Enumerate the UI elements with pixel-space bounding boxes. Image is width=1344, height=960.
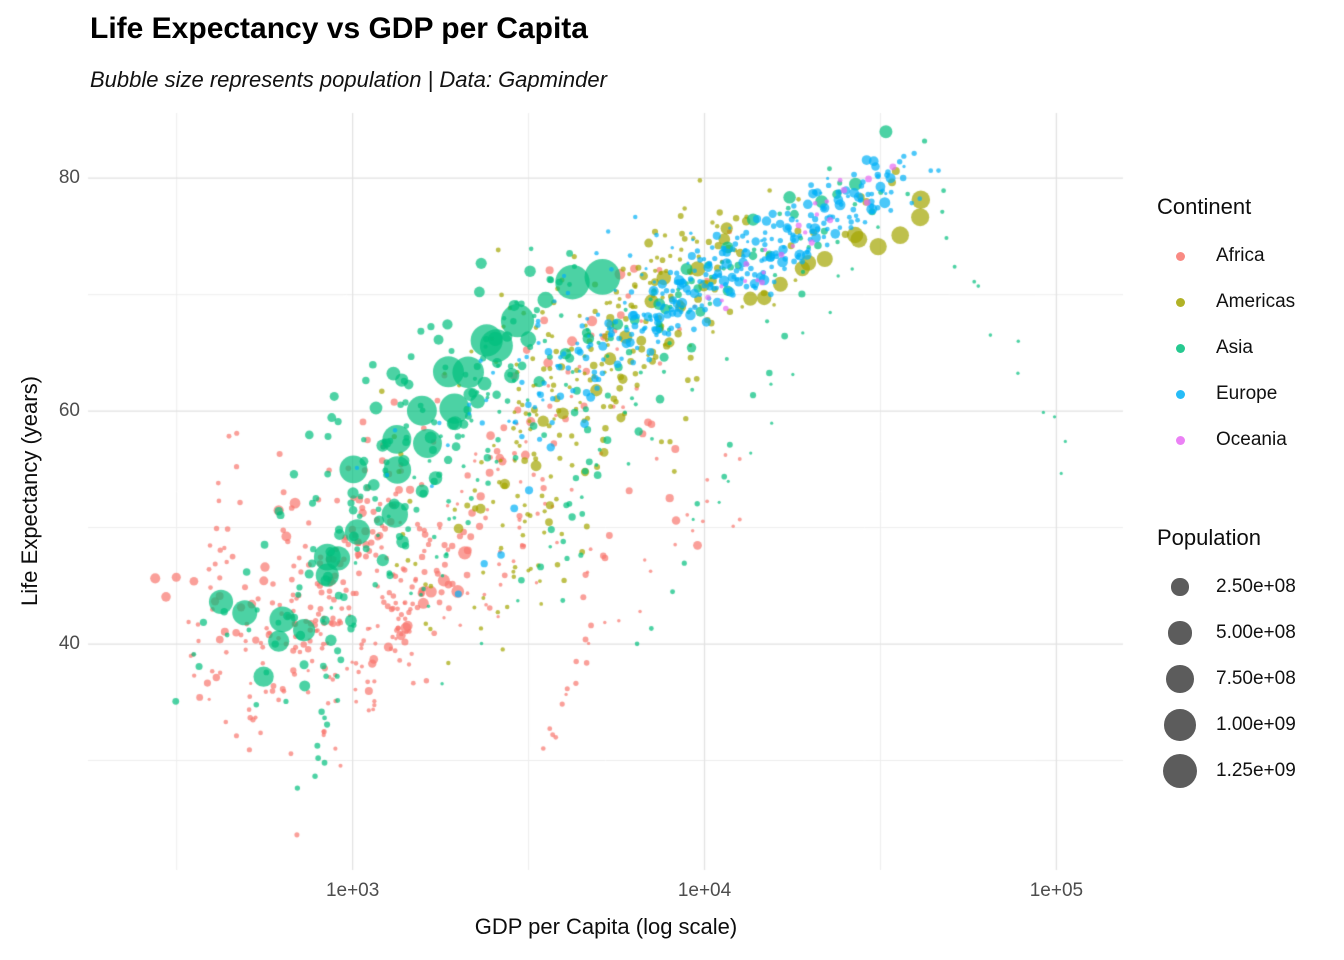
legend-item-americas: Americas — [1157, 279, 1295, 325]
legend-item-europe-key-icon — [1157, 389, 1203, 399]
x-tick-label-1e+04: 1e+04 — [677, 880, 732, 901]
legend-item-pop-2-dot-icon — [1166, 665, 1194, 693]
legend-item-oceania-dot-icon — [1175, 435, 1185, 445]
legend-item-pop-0-key-icon — [1157, 578, 1203, 596]
legend-item-pop-1-key-icon — [1157, 621, 1203, 645]
legend-item-oceania-key-icon — [1157, 435, 1203, 445]
legend-item-oceania-label: Oceania — [1216, 429, 1287, 450]
legend-item-pop-0-label: 2.50e+08 — [1216, 576, 1296, 597]
legend-continent: Continent Africa Americas Asia Europe Oceani… — [1157, 193, 1295, 463]
legend-item-pop-0: 2.50e+08 — [1157, 564, 1296, 610]
legend-item-pop-4-key-icon — [1157, 753, 1203, 789]
legend-item-asia: Asia — [1157, 325, 1295, 371]
x-tick-label-1e+03: 1e+03 — [325, 880, 380, 901]
legend-item-pop-4-label: 1.25e+09 — [1216, 760, 1296, 781]
legend-item-africa-dot-icon — [1175, 251, 1185, 261]
legend-population: Population 2.50e+08 5.00e+08 7.50e+08 1.00e… — [1157, 524, 1296, 794]
legend-item-pop-3-key-icon — [1157, 709, 1203, 741]
y-tick-label-80: 80 — [58, 167, 80, 189]
y-axis-title: Life Expectancy (years) — [17, 376, 42, 606]
legend-item-africa: Africa — [1157, 233, 1295, 279]
legend-continent-title: Continent — [1157, 194, 1252, 219]
legend-item-pop-4: 1.25e+09 — [1157, 748, 1296, 794]
x-axis-title: GDP per Capita (log scale) — [474, 914, 738, 939]
legend-item-americas-dot-icon — [1175, 297, 1185, 307]
legend-item-africa-label: Africa — [1216, 245, 1265, 266]
legend-item-pop-1-dot-icon — [1168, 621, 1192, 645]
legend-item-pop-1: 5.00e+08 — [1157, 610, 1296, 656]
legend-item-europe-dot-icon — [1175, 389, 1185, 399]
legend-item-pop-1-label: 5.00e+08 — [1216, 622, 1296, 643]
chart-title: Life Expectancy vs GDP per Capita — [90, 12, 588, 45]
legend-item-africa-key-icon — [1157, 251, 1203, 261]
y-tick-label-40: 40 — [58, 633, 80, 655]
y-tick-label-60: 60 — [58, 400, 80, 422]
legend-item-americas-label: Americas — [1216, 291, 1296, 312]
legend-item-pop-2-label: 7.50e+08 — [1216, 668, 1296, 689]
legend-item-asia-key-icon — [1157, 343, 1203, 353]
legend-population-title: Population — [1157, 525, 1261, 550]
legend-item-asia-label: Asia — [1216, 337, 1253, 358]
legend-item-oceania: Oceania — [1157, 417, 1295, 463]
legend-item-pop-3-dot-icon — [1164, 709, 1196, 741]
legend-item-pop-2: 7.50e+08 — [1157, 656, 1296, 702]
legend-item-pop-4-dot-icon — [1162, 753, 1198, 789]
legend-item-pop-0-dot-icon — [1171, 578, 1189, 596]
legend-item-asia-dot-icon — [1175, 343, 1185, 353]
legend-item-pop-3: 1.00e+09 — [1157, 702, 1296, 748]
legend-item-europe: Europe — [1157, 371, 1295, 417]
legend-item-europe-label: Europe — [1216, 383, 1278, 404]
legend-item-pop-3-label: 1.00e+09 — [1216, 714, 1296, 735]
chart-subtitle: Bubble size represents population | Data… — [90, 67, 607, 92]
legend-item-americas-key-icon — [1157, 297, 1203, 307]
legend-item-pop-2-key-icon — [1157, 665, 1203, 693]
x-tick-label-1e+05: 1e+05 — [1029, 880, 1084, 901]
